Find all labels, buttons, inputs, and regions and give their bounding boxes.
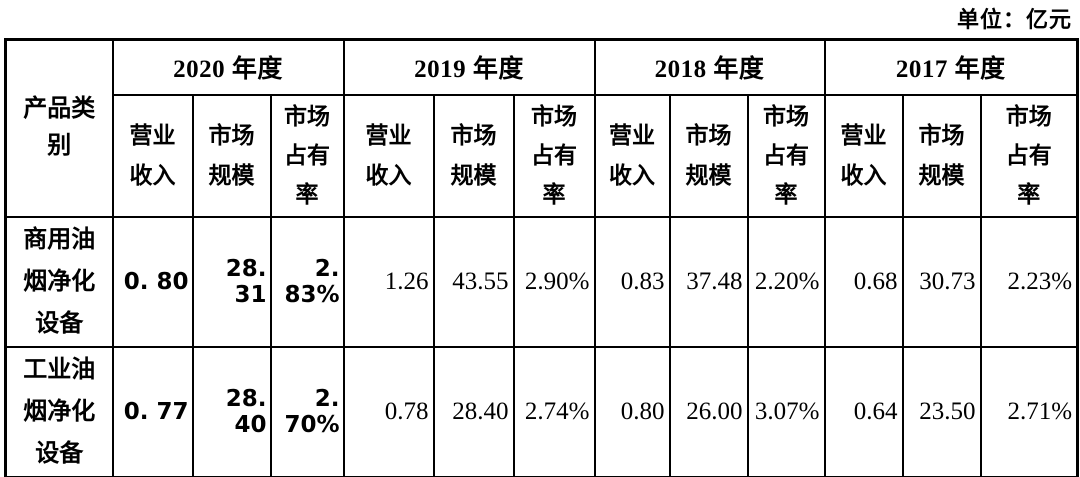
subheader-2017-market-size: 市场 规模 (901, 93, 982, 218)
value-cell-2019-market-share: 2.74% (512, 345, 596, 477)
subheader-2018-market-share: 市场 占有 率 (746, 93, 826, 218)
subheader-2020-market-size: 市场 规模 (191, 93, 272, 218)
value-cell-2020-market-share: 2. 70% (269, 345, 345, 477)
value-cell-2020-market-size: 28. 40 (191, 345, 272, 477)
value-cell-2018-market-size: 26.00 (668, 345, 749, 477)
market-data-table: 产品类 别 2020 年度 2019 年度 2018 年度 2017 年度 营业… (4, 38, 1080, 477)
value-cell-2020-revenue: 0. 77 (111, 345, 194, 477)
year-header-row: 产品类 别 2020 年度 2019 年度 2018 年度 2017 年度 (4, 38, 1079, 218)
value-cell-2019-revenue: 1.26 (342, 215, 435, 348)
value-cell-2019-market-share: 2.90% (512, 215, 596, 348)
value-cell-2017-market-size: 23.50 (901, 345, 982, 477)
value-cell-2018-revenue: 0.83 (593, 215, 671, 348)
subheader-2017-revenue: 营业 收入 (823, 93, 904, 218)
subheader-2018-market-size: 市场 规模 (668, 93, 749, 218)
value-cell-2019-market-size: 43.55 (432, 215, 515, 348)
subheader-2019-market-share: 市场 占有 率 (512, 93, 596, 218)
value-cell-2017-revenue: 0.68 (823, 215, 904, 348)
value-cell-2018-market-share: 2.20% (746, 215, 826, 348)
subheader-2020-market-share: 市场 占有 率 (269, 93, 345, 218)
value-cell-2017-market-size: 30.73 (901, 215, 982, 348)
value-cell-2020-market-size: 28. 31 (191, 215, 272, 348)
row-label-commercial: 商用油 烟净化 设备 (4, 215, 114, 348)
subheader-2019-market-size: 市场 规模 (432, 93, 515, 218)
table-row-commercial-fume-equipment: 商用油 烟净化 设备 0. 80 28. 31 2. 83% 1.26 43.5… (4, 215, 1079, 348)
value-cell-2017-market-share: 2.23% (979, 215, 1079, 348)
year-header-2017: 2017 年度 (823, 38, 1079, 96)
subheader-2018-revenue: 营业 收入 (593, 93, 671, 218)
value-cell-2017-market-share: 2.71% (979, 345, 1079, 477)
subcolumn-header-row: 营业 收入 市场 规模 市场 占有 率 营业 收入 市场 规模 市场 占有 率 … (6, 93, 1079, 218)
subheader-2017-market-share: 市场 占有 率 (979, 93, 1079, 218)
value-cell-2019-market-size: 28.40 (432, 345, 515, 477)
value-cell-2018-market-share: 3.07% (746, 345, 826, 477)
year-header-2020: 2020 年度 (111, 38, 345, 96)
value-cell-2020-market-share: 2. 83% (269, 215, 345, 348)
subheader-2019-revenue: 营业 收入 (342, 93, 435, 218)
row-label-industrial: 工业油 烟净化 设备 (4, 345, 114, 477)
year-header-2019: 2019 年度 (342, 38, 596, 96)
subheader-2020-revenue: 营业 收入 (111, 93, 194, 218)
value-cell-2020-revenue: 0. 80 (111, 215, 194, 348)
value-cell-2019-revenue: 0.78 (342, 345, 435, 477)
year-header-2018: 2018 年度 (593, 38, 826, 96)
value-cell-2017-revenue: 0.64 (823, 345, 904, 477)
value-cell-2018-revenue: 0.80 (593, 345, 671, 477)
value-cell-2018-market-size: 37.48 (668, 215, 749, 348)
table-row-industrial-fume-equipment: 工业油 烟净化 设备 0. 77 28. 40 2. 70% 0.78 28.4… (4, 345, 1079, 477)
corner-header-product-category: 产品类 别 (4, 38, 114, 218)
unit-label: 单位：亿元 (956, 7, 1072, 32)
